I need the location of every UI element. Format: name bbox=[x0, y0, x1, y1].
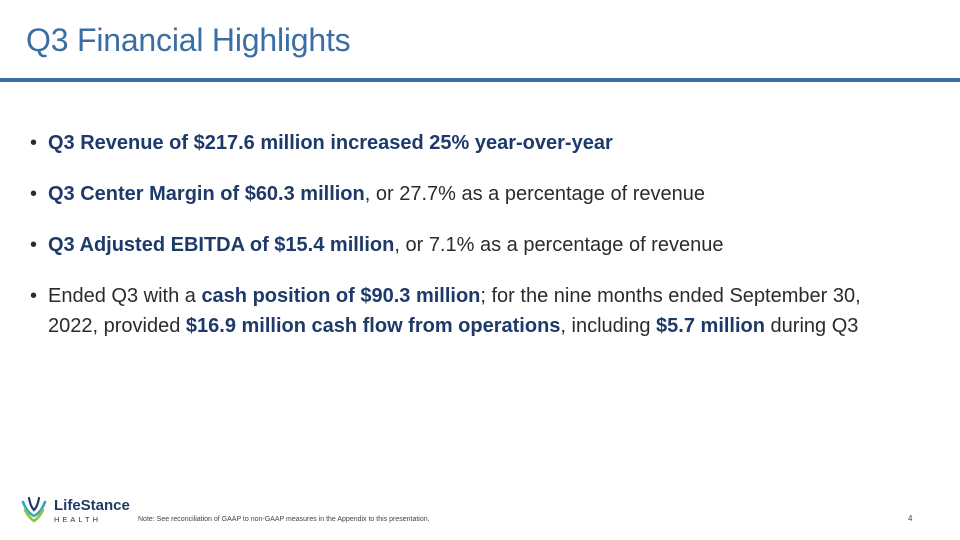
bullet-text: , or 27.7% as a percentage of revenue bbox=[364, 183, 705, 205]
bullet-glyph: • bbox=[30, 132, 38, 154]
highlight-bullet: • Q3 Center Margin of $60.3 million, or 2… bbox=[28, 179, 888, 209]
bullet-text: Ended Q3 with a bbox=[48, 285, 202, 307]
highlights-list: • Q3 Revenue of $217.6 million increased … bbox=[28, 128, 888, 362]
logo-name: LifeStance bbox=[54, 497, 130, 514]
page-number: 4 bbox=[908, 514, 913, 523]
bullet-bold-text: Q3 Center Margin of $60.3 million bbox=[48, 183, 365, 205]
highlight-bullet: • Q3 Adjusted EBITDA of $15.4 million, or… bbox=[28, 230, 888, 260]
bullet-glyph: • bbox=[30, 234, 38, 256]
bullet-glyph: • bbox=[30, 183, 38, 205]
bullet-glyph: • bbox=[30, 285, 38, 307]
highlight-bullet: • Q3 Revenue of $217.6 million increased … bbox=[28, 128, 888, 158]
company-logo: LifeStance HEALTH bbox=[20, 496, 180, 528]
bullet-bold-text: cash position of $90.3 million bbox=[201, 285, 481, 307]
footnote: Note: See reconciliation of GAAP to non-… bbox=[138, 516, 430, 523]
bullet-bold-text: Q3 Adjusted EBITDA of $15.4 million bbox=[48, 234, 395, 256]
bullet-bold-text: $5.7 million bbox=[656, 315, 765, 337]
bullet-text: , including bbox=[560, 315, 657, 337]
bullet-text: during Q3 bbox=[764, 315, 859, 337]
bullet-bold-text: $16.9 million cash flow from operations bbox=[185, 315, 561, 337]
bullet-text: , or 7.1% as a percentage of revenue bbox=[394, 234, 724, 256]
slide-title: Q3 Financial Highlights bbox=[26, 22, 351, 58]
lifestance-logo-icon bbox=[21, 496, 47, 523]
title-divider bbox=[0, 78, 960, 82]
logo-subtitle: HEALTH bbox=[54, 515, 102, 524]
bullet-text: ; for the nine months ended September 30… bbox=[48, 285, 861, 337]
bullet-bold-text: Q3 Revenue of $217.6 million increased 2… bbox=[48, 132, 613, 154]
highlight-bullet: • Ended Q3 with a cash position of $90.3 … bbox=[28, 281, 888, 341]
